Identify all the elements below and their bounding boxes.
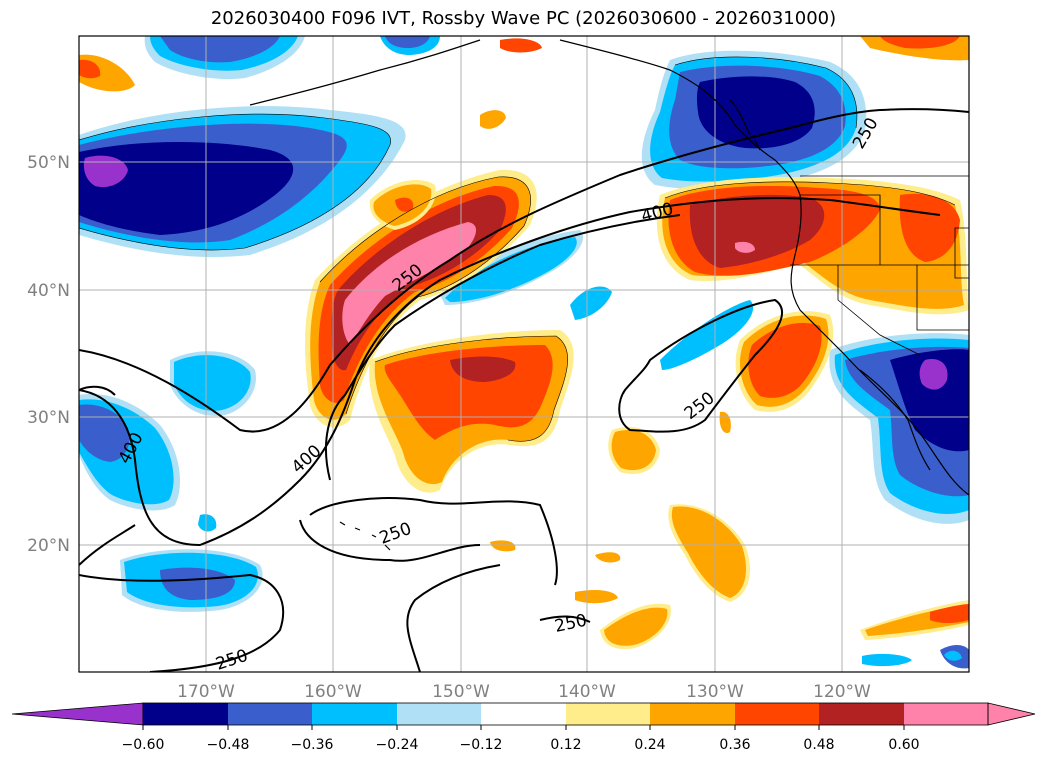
contour-400-west [79, 524, 136, 566]
longitude-label: 140°W [558, 682, 616, 702]
colorbar-tick-label: −0.24 [376, 737, 419, 753]
map-fields [79, 36, 969, 672]
contour-250-small [539, 615, 591, 623]
contour-400-south [324, 214, 681, 481]
contour-250-hawaii-low [299, 519, 481, 562]
ivt-contours [79, 108, 969, 672]
latitude-labels: 50°N 40°N 30°N 20°N [27, 153, 70, 556]
negative-anomaly-top [144, 36, 440, 80]
contour-400-north [79, 197, 941, 547]
positive-anomaly-central [369, 330, 574, 493]
colorbar-tick-label: −0.60 [122, 737, 165, 753]
latitude-label: 50°N [27, 153, 70, 173]
colorbar-tick-label: 0.60 [888, 737, 919, 753]
longitude-label: 170°W [177, 682, 235, 702]
colorbar-swatch [566, 703, 650, 725]
colorbar-swatch [143, 703, 228, 725]
colorbar-tick-label: 0.48 [803, 737, 834, 753]
colorbar-tick-label: 0.24 [634, 737, 665, 753]
positive-anomaly-small [79, 36, 969, 669]
contour-250-baja [618, 298, 784, 433]
colorbar-tick-label: −0.36 [291, 737, 334, 753]
colorbar-swatch [735, 703, 819, 725]
latitude-label: 30°N [27, 408, 70, 428]
colorbar-extend-max [904, 703, 1035, 725]
political-borders [790, 175, 969, 356]
map-frame [78, 35, 970, 673]
colorbar-tick-label: 0.36 [719, 737, 750, 753]
colorbar-swatch [481, 703, 566, 725]
longitude-labels: 170°W 160°W 150°W 140°W 130°W 120°W [177, 682, 871, 702]
chart-title: 2026030400 F096 IVT, Rossby Wave PC (202… [210, 8, 837, 29]
contour-250-hawaii [309, 497, 558, 586]
coastlines [249, 39, 969, 551]
colorbar-swatch [312, 703, 397, 725]
colorbar-ticks [142, 725, 905, 730]
colorbar-tick-label: −0.12 [460, 737, 503, 753]
latitude-label: 20°N [27, 536, 70, 556]
colorbar-swatch [819, 703, 904, 725]
longitude-label: 150°W [432, 682, 490, 702]
colorbar-extend-min [11, 702, 144, 726]
negative-anomaly-mexico [829, 333, 969, 524]
colorbar-tick-label: −0.48 [207, 737, 250, 753]
negative-anomaly-nw-pacific [79, 106, 406, 258]
latitude-label: 40°N [27, 281, 70, 301]
filled-contour-outlines [79, 56, 956, 442]
contour-250-south [79, 573, 285, 672]
longitude-label: 120°W [813, 682, 871, 702]
map-gridlines [79, 36, 969, 672]
longitude-label: 160°W [304, 682, 362, 702]
positive-anomaly-pacific-northwest [656, 176, 969, 315]
colorbar-swatch [650, 703, 735, 725]
contour-400-edge [79, 385, 116, 396]
contour-250-bottom [406, 564, 501, 672]
colorbar-tick-label: 0.12 [550, 737, 581, 753]
colorbar: −0.60 −0.48 −0.36 −0.24 −0.12 0.12 0.24 … [11, 702, 1036, 753]
colorbar-swatch [397, 703, 481, 725]
colorbar-swatch [228, 703, 312, 725]
longitude-label: 130°W [686, 682, 744, 702]
contour-250-north [79, 108, 969, 433]
